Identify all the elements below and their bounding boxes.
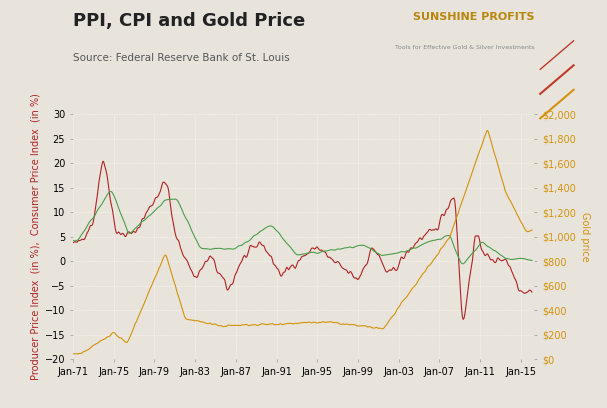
- Y-axis label: Producer Price Index  (in %),  Consumer Price Index  (in %): Producer Price Index (in %), Consumer Pr…: [30, 93, 41, 380]
- Text: Tools for Effective Gold & Silver Investments: Tools for Effective Gold & Silver Invest…: [395, 45, 534, 50]
- Text: PPI, CPI and Gold Price: PPI, CPI and Gold Price: [73, 12, 305, 30]
- Y-axis label: Gold price: Gold price: [580, 212, 589, 262]
- Text: Source: Federal Reserve Bank of St. Louis: Source: Federal Reserve Bank of St. Loui…: [73, 53, 290, 63]
- Text: SUNSHINE PROFITS: SUNSHINE PROFITS: [413, 12, 534, 22]
